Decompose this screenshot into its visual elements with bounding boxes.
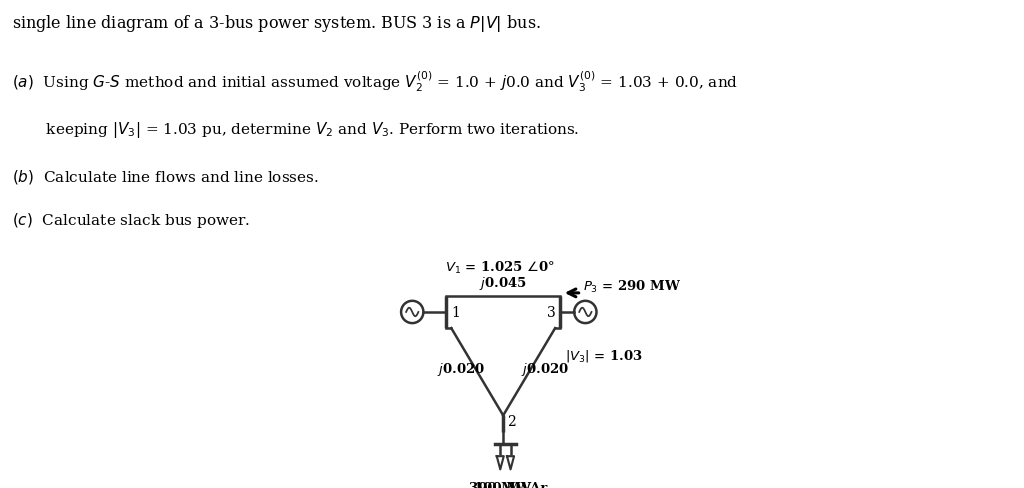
Text: 190 MVAr: 190 MVAr	[474, 481, 547, 488]
Text: 2: 2	[507, 414, 516, 427]
Text: $|V_3|$ = 1.03: $|V_3|$ = 1.03	[565, 347, 643, 364]
Text: 390 MW: 390 MW	[469, 481, 531, 488]
Text: $(a)$  Using $G$-$S$ method and initial assumed voltage $V_2^{(0)}$ = 1.0 + $j$0: $(a)$ Using $G$-$S$ method and initial a…	[12, 69, 738, 94]
Text: 1: 1	[452, 305, 460, 319]
Text: keeping $|V_3|$ = 1.03 pu, determine $V_2$ and $V_3$. Perform two iterations.: keeping $|V_3|$ = 1.03 pu, determine $V_…	[12, 120, 580, 140]
Text: $(b)$  Calculate line flows and line losses.: $(b)$ Calculate line flows and line loss…	[12, 167, 319, 185]
Text: $\boldsymbol{P_3}$ = 290 MW: $\boldsymbol{P_3}$ = 290 MW	[584, 278, 682, 294]
Text: $j$0.020: $j$0.020	[521, 361, 569, 378]
Text: single line diagram of a 3-bus power system. BUS 3 is a $P|V|$ bus.: single line diagram of a 3-bus power sys…	[12, 13, 541, 34]
Text: $j$0.045: $j$0.045	[479, 274, 527, 291]
Text: 3: 3	[547, 305, 556, 319]
Polygon shape	[497, 456, 504, 469]
Text: $j$0.020: $j$0.020	[437, 361, 485, 378]
Text: $(c)$  Calculate slack bus power.: $(c)$ Calculate slack bus power.	[12, 210, 251, 229]
Text: $V_1$ = 1.025 $\angle$0°: $V_1$ = 1.025 $\angle$0°	[444, 260, 555, 276]
Polygon shape	[507, 456, 514, 469]
